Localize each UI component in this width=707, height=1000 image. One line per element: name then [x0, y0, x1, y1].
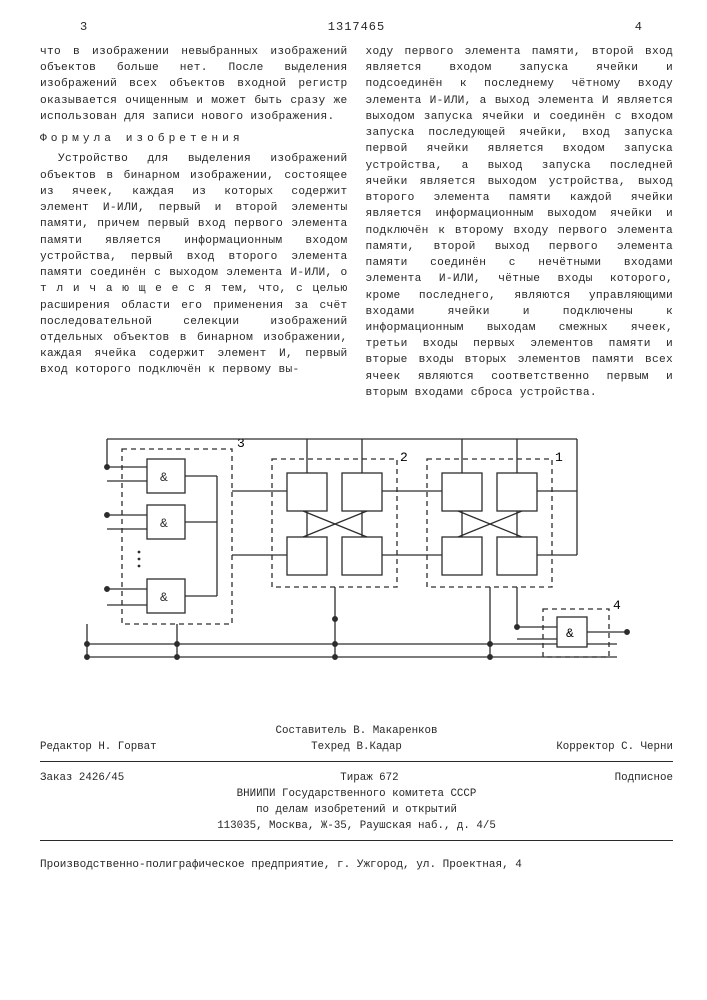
- order-row: Заказ 2426/45 Тираж 672 Подписное: [40, 772, 673, 784]
- editor-name: Н. Горват: [98, 741, 156, 753]
- block-1: 1: [417, 450, 577, 659]
- block-3: 3 & & &: [104, 436, 244, 659]
- printer-line: Производственно-полиграфическое предприя…: [40, 859, 673, 871]
- credits-row: Редактор Н. Горват Техред В.Кадар Коррек…: [40, 741, 673, 753]
- corrector-label: Корректор: [556, 741, 614, 753]
- header-row: 3 1317465 4: [40, 20, 673, 38]
- tech-editor-name: В.Кадар: [357, 741, 402, 753]
- block-3-label: 3: [237, 436, 245, 451]
- corrector-name: С. Черни: [621, 741, 673, 753]
- order-number: Заказ 2426/45: [40, 772, 124, 784]
- compiler-name: В. Макаренков: [353, 725, 437, 737]
- and-symbol: &: [160, 590, 168, 605]
- left-paragraph-2: Устройство для выделения изображений объ…: [40, 151, 348, 378]
- page: 3 1317465 4 что в изображении невыбранны…: [0, 0, 707, 1000]
- right-column: ходу первого элемента памяти, второй вхо…: [366, 44, 674, 401]
- block-2: 2: [232, 450, 417, 659]
- text-columns: что в изображении невыбранных изображени…: [40, 44, 673, 401]
- diagram-svg: 3 & & &: [77, 419, 637, 689]
- block-2-label: 2: [400, 450, 408, 465]
- block-1-label: 1: [555, 450, 563, 465]
- circuit-diagram: 3 & & &: [40, 419, 673, 689]
- left-paragraph-1: что в изображении невыбранных изображени…: [40, 44, 348, 125]
- page-number-left: 3: [80, 20, 88, 34]
- and-symbol: &: [160, 470, 168, 485]
- bus-lines: [84, 624, 616, 659]
- block-4: 4 &: [514, 587, 629, 657]
- document-number: 1317465: [328, 20, 385, 34]
- editor-label: Редактор: [40, 741, 92, 753]
- and-symbol: &: [160, 516, 168, 531]
- org-line-2: по делам изобретений и открытий: [40, 804, 673, 816]
- print-run: Тираж 672: [340, 772, 398, 784]
- credits-block: Составитель В. Макаренков Редактор Н. Го…: [40, 725, 673, 871]
- compiler-label: Составитель: [276, 725, 347, 737]
- page-number-right: 4: [635, 20, 643, 34]
- and-symbol: &: [566, 626, 574, 641]
- divider: [40, 761, 673, 762]
- left-column: что в изображении невыбранных изображени…: [40, 44, 348, 401]
- org-address: 113035, Москва, Ж-35, Раушская наб., д. …: [40, 820, 673, 832]
- right-paragraph-1: ходу первого элемента памяти, второй вхо…: [366, 44, 674, 401]
- divider: [40, 840, 673, 841]
- tech-editor-label: Техред: [311, 741, 350, 753]
- block-4-label: 4: [613, 598, 621, 613]
- signed: Подписное: [615, 772, 673, 784]
- org-line-1: ВНИИПИ Государственного комитета СССР: [40, 788, 673, 800]
- formula-title: Формула изобретения: [40, 131, 348, 147]
